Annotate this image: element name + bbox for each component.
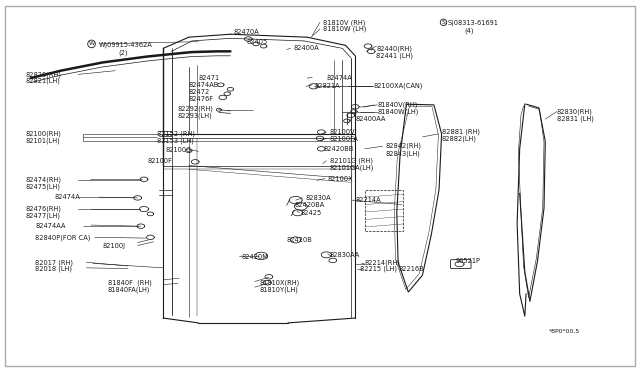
Text: 82472: 82472 <box>189 89 210 95</box>
Text: 82153 (LH): 82153 (LH) <box>157 137 194 144</box>
Text: *8P0*00.5: *8P0*00.5 <box>549 329 580 334</box>
Text: 82842(RH): 82842(RH) <box>385 143 421 150</box>
Text: 81810W (LH): 81810W (LH) <box>323 26 367 32</box>
Text: 82821(LH): 82821(LH) <box>26 78 60 84</box>
Text: 82152 (RH): 82152 (RH) <box>157 131 195 137</box>
Bar <box>365 190 403 231</box>
Text: 81810V (RH): 81810V (RH) <box>323 19 365 26</box>
Text: 82474A: 82474A <box>326 75 352 81</box>
Text: 82830A: 82830A <box>306 195 332 201</box>
Text: 82400A: 82400A <box>293 45 319 51</box>
Text: 82405: 82405 <box>246 39 268 45</box>
Text: 82100FA: 82100FA <box>330 136 358 142</box>
Text: 81840FA(LH): 81840FA(LH) <box>108 286 150 293</box>
Text: 82420BA: 82420BA <box>294 202 324 208</box>
Text: 82216B: 82216B <box>398 266 424 272</box>
Text: 82474AA: 82474AA <box>35 223 65 229</box>
Text: 82100X: 82100X <box>328 176 353 182</box>
Text: 82471: 82471 <box>198 75 220 81</box>
Text: 82400AA: 82400AA <box>355 116 385 122</box>
Text: (2): (2) <box>118 50 128 57</box>
Text: 81840V(RH): 81840V(RH) <box>378 102 418 108</box>
Text: 96521P: 96521P <box>456 258 481 264</box>
Text: 82821A: 82821A <box>315 83 340 89</box>
Text: 82475(LH): 82475(LH) <box>26 183 61 190</box>
Text: 82101G (RH): 82101G (RH) <box>330 157 372 164</box>
Text: S)08313-61691: S)08313-61691 <box>448 19 499 26</box>
Text: 82420M: 82420M <box>242 254 269 260</box>
Text: 82292(RH): 82292(RH) <box>178 105 214 112</box>
Text: 82476F: 82476F <box>189 96 214 102</box>
Text: 82882(LH): 82882(LH) <box>442 136 477 142</box>
Text: 82474AB: 82474AB <box>189 82 219 88</box>
Text: 82100J: 82100J <box>102 243 125 248</box>
Text: 82101(LH): 82101(LH) <box>26 137 60 144</box>
Text: 82100(RH): 82100(RH) <box>26 131 61 137</box>
Text: 82017 (RH): 82017 (RH) <box>35 259 73 266</box>
Text: 82820(RH): 82820(RH) <box>26 71 61 78</box>
Text: 82100F: 82100F <box>147 158 172 164</box>
Text: 82100G: 82100G <box>165 147 191 153</box>
Text: 82101GA(LH): 82101GA(LH) <box>330 164 374 171</box>
Text: W)09915-4362A: W)09915-4362A <box>99 41 153 48</box>
Text: 82474(RH): 82474(RH) <box>26 176 61 183</box>
Text: 82474A: 82474A <box>54 194 80 200</box>
Text: 82440(RH): 82440(RH) <box>376 45 412 52</box>
Text: 82470A: 82470A <box>234 29 259 35</box>
Text: 82881 (RH): 82881 (RH) <box>442 129 479 135</box>
Text: 82420B: 82420B <box>287 237 312 243</box>
Text: 82830(RH): 82830(RH) <box>557 108 593 115</box>
Text: (4): (4) <box>464 27 474 34</box>
Text: 82100V: 82100V <box>330 129 355 135</box>
Text: 82831 (LH): 82831 (LH) <box>557 115 594 122</box>
Text: 81840F  (RH): 81840F (RH) <box>108 279 152 286</box>
Text: 81810Y(LH): 81810Y(LH) <box>259 286 298 293</box>
Text: 82840P(FOR CA): 82840P(FOR CA) <box>35 235 91 241</box>
Text: W: W <box>88 41 95 46</box>
Text: 82420BB: 82420BB <box>323 146 353 152</box>
Text: S: S <box>442 20 445 25</box>
Text: 82214A: 82214A <box>355 197 381 203</box>
Text: 81810X(RH): 81810X(RH) <box>259 279 300 286</box>
Text: 82018 (LH): 82018 (LH) <box>35 266 72 272</box>
Text: 81840W(LH): 81840W(LH) <box>378 108 419 115</box>
Text: 82425: 82425 <box>301 210 322 216</box>
Text: 82477(LH): 82477(LH) <box>26 212 61 219</box>
Text: 82100XA(CAN): 82100XA(CAN) <box>373 82 422 89</box>
Text: 82214(RH): 82214(RH) <box>365 259 401 266</box>
Text: 82476(RH): 82476(RH) <box>26 206 61 212</box>
Text: 82441 (LH): 82441 (LH) <box>376 52 413 59</box>
Text: 82843(LH): 82843(LH) <box>385 150 420 157</box>
Text: 82293(LH): 82293(LH) <box>178 112 212 119</box>
Text: 82215 (LH): 82215 (LH) <box>360 266 397 272</box>
Text: 82830AA: 82830AA <box>330 252 360 258</box>
